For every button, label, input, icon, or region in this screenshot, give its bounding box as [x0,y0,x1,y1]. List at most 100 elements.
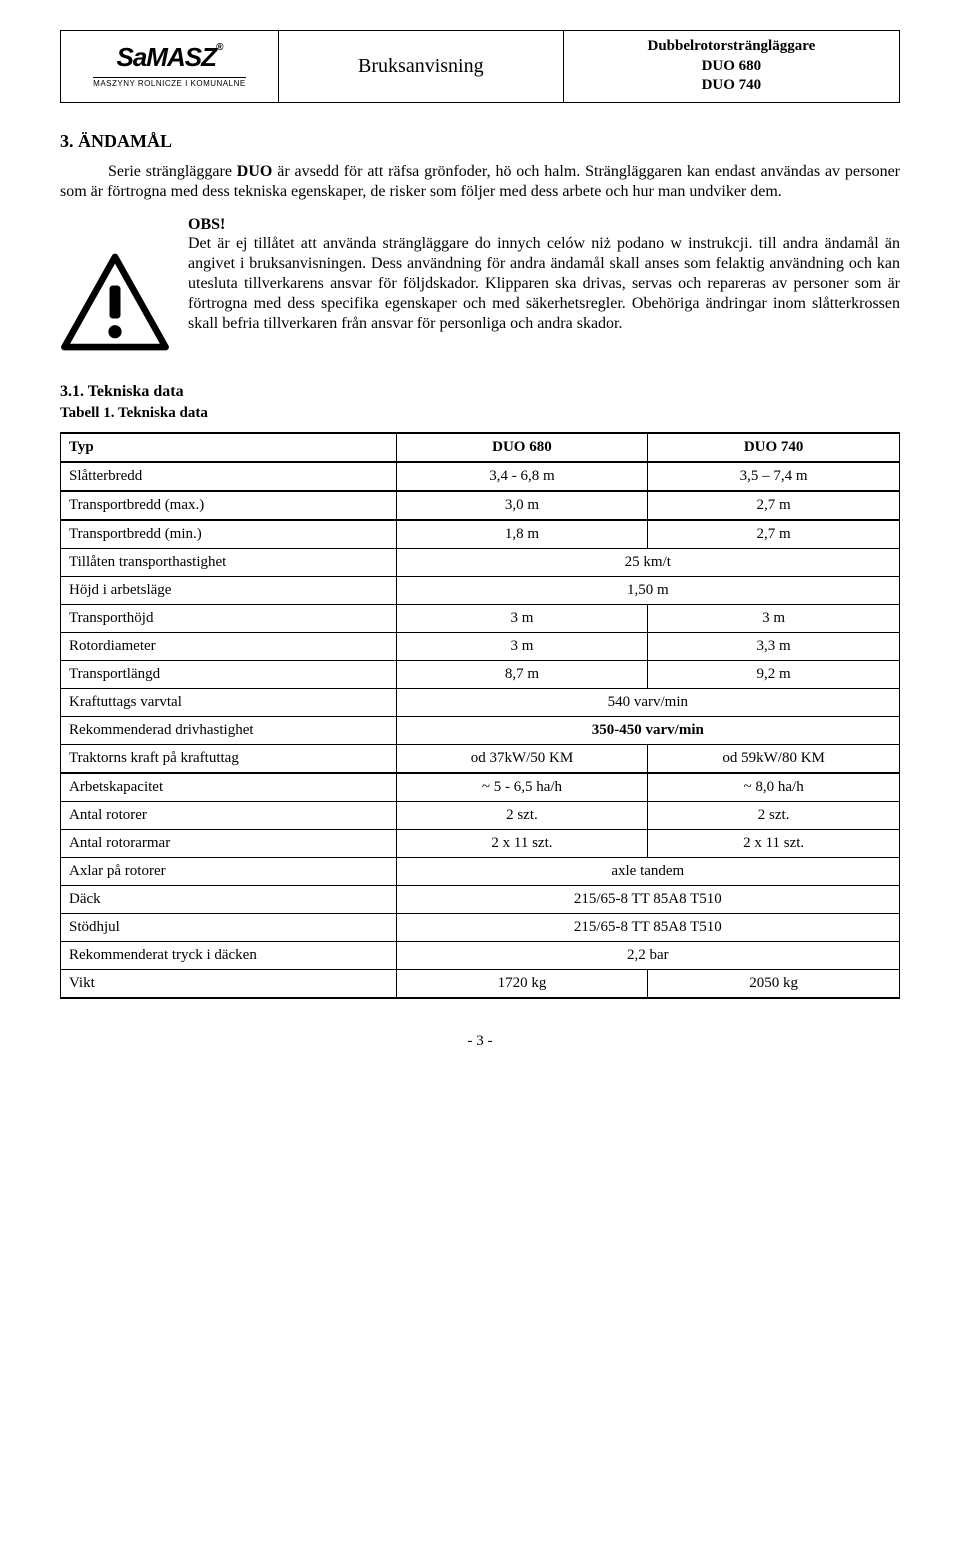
cell-value: 1,8 m [396,520,648,549]
table-row: Vikt1720 kg2050 kg [61,969,900,998]
th-duo680: DUO 680 [396,433,648,462]
cell-value: 8,7 m [396,660,648,688]
cell-value: 2 szt. [648,801,900,829]
cell-label: Kraftuttags varvtal [61,688,397,716]
cell-value: 215/65-8 TT 85A8 T510 [396,885,899,913]
cell-value: 1720 kg [396,969,648,998]
header-right-line1: Dubbelrotorsträngläggare [647,37,815,57]
cell-value: 215/65-8 TT 85A8 T510 [396,913,899,941]
table-row: Antal rotorer2 szt.2 szt. [61,801,900,829]
cell-label: Höjd i arbetsläge [61,576,397,604]
obs-block: OBS! Det är ej tillåtet att använda strä… [60,216,900,357]
logo-subtext: MASZYNY ROLNICZE I KOMUNALNE [93,77,246,88]
cell-value: 3 m [396,632,648,660]
page-number: - 3 - [60,1033,900,1050]
cell-value: ~ 8,0 ha/h [648,773,900,802]
cell-label: Slåtterbredd [61,462,397,491]
table-row: Slåtterbredd3,4 - 6,8 m3,5 – 7,4 m [61,462,900,491]
header-mid-cell: Bruksanvisning [279,31,564,102]
cell-label: Tillåten transporthastighet [61,548,397,576]
cell-value: 540 varv/min [396,688,899,716]
logo-main-text: SaMASZ [117,42,216,72]
cell-value: 25 km/t [396,548,899,576]
page: SaMASZ® MASZYNY ROLNICZE I KOMUNALNE Bru… [0,0,960,1090]
tech-data-table: Typ DUO 680 DUO 740 Slåtterbredd3,4 - 6,… [60,432,900,999]
cell-value: 2,7 m [648,491,900,520]
cell-value: 3 m [648,604,900,632]
table-row: Transportlängd8,7 m9,2 m [61,660,900,688]
cell-label: Vikt [61,969,397,998]
table-row: Däck215/65-8 TT 85A8 T510 [61,885,900,913]
cell-label: Transportlängd [61,660,397,688]
table-caption-text: Tabell 1. Tekniska data [60,405,208,421]
cell-label: Traktorns kraft på kraftuttag [61,744,397,773]
cell-value: 350-450 varv/min [396,716,899,744]
cell-label: Transportbredd (min.) [61,520,397,549]
table-row: Transporthöjd3 m3 m [61,604,900,632]
cell-value: axle tandem [396,857,899,885]
cell-value: 3,5 – 7,4 m [648,462,900,491]
cell-label: Stödhjul [61,913,397,941]
header-mid-text: Bruksanvisning [358,55,484,78]
cell-value: 3 m [396,604,648,632]
doc-header: SaMASZ® MASZYNY ROLNICZE I KOMUNALNE Bru… [60,30,900,103]
cell-value: od 37kW/50 KM [396,744,648,773]
cell-label: Rekommenderat tryck i däcken [61,941,397,969]
cell-value: 3,4 - 6,8 m [396,462,648,491]
section-para1: Serie strängläggare DUO är avsedd för at… [60,162,900,202]
table-caption: Tabell 1. Tekniska data [60,405,900,422]
table-row: Traktorns kraft på kraftuttagod 37kW/50 … [61,744,900,773]
cell-label: Däck [61,885,397,913]
obs-body: Det är ej tillåtet att använda strängläg… [188,234,900,334]
table-row: Stödhjul215/65-8 TT 85A8 T510 [61,913,900,941]
th-typ: Typ [61,433,397,462]
table-header-row: Typ DUO 680 DUO 740 [61,433,900,462]
cell-value: 2 x 11 szt. [396,829,648,857]
subsection-title: 3.1. Tekniska data [60,383,900,401]
cell-label: Antal rotorarmar [61,829,397,857]
cell-label: Transportbredd (max.) [61,491,397,520]
cell-value: od 59kW/80 KM [648,744,900,773]
cell-value: ~ 5 - 6,5 ha/h [396,773,648,802]
cell-label: Rotordiameter [61,632,397,660]
cell-label: Arbetskapacitet [61,773,397,802]
cell-value: 2 szt. [396,801,648,829]
table-row: Kraftuttags varvtal540 varv/min [61,688,900,716]
cell-value: 2 x 11 szt. [648,829,900,857]
cell-label: Antal rotorer [61,801,397,829]
header-right-line2: DUO 680 [702,57,762,77]
para1-leadin: Serie strängläggare DUO är avsedd för at… [60,163,900,200]
cell-label: Rekommenderad drivhastighet [61,716,397,744]
table-row: Transportbredd (min.)1,8 m2,7 m [61,520,900,549]
table-row: Tillåten transporthastighet25 km/t [61,548,900,576]
cell-value: 2,2 bar [396,941,899,969]
section-title: 3. ÄNDAMÅL [60,131,900,152]
table-row: Axlar på rotoreraxle tandem [61,857,900,885]
table-body: Slåtterbredd3,4 - 6,8 m3,5 – 7,4 mTransp… [61,462,900,998]
cell-value: 3,0 m [396,491,648,520]
cell-value: 2,7 m [648,520,900,549]
table-row: Arbetskapacitet~ 5 - 6,5 ha/h~ 8,0 ha/h [61,773,900,802]
header-right-cell: Dubbelrotorsträngläggare DUO 680 DUO 740 [564,31,899,102]
cell-value: 2050 kg [648,969,900,998]
cell-value: 1,50 m [396,576,899,604]
logo: SaMASZ® MASZYNY ROLNICZE I KOMUNALNE [93,42,246,91]
table-row: Höjd i arbetsläge1,50 m [61,576,900,604]
obs-text: OBS! Det är ej tillåtet att använda strä… [188,216,900,344]
obs-heading: OBS! [188,216,900,234]
cell-label: Transporthöjd [61,604,397,632]
cell-value: 9,2 m [648,660,900,688]
table-row: Rekommenderad drivhastighet350-450 varv/… [61,716,900,744]
header-logo-cell: SaMASZ® MASZYNY ROLNICZE I KOMUNALNE [61,31,279,102]
th-duo740: DUO 740 [648,433,900,462]
header-right-line3: DUO 740 [702,76,762,96]
cell-label: Axlar på rotorer [61,857,397,885]
cell-value: 3,3 m [648,632,900,660]
warning-icon [60,252,170,357]
table-row: Antal rotorarmar2 x 11 szt.2 x 11 szt. [61,829,900,857]
table-row: Rekommenderat tryck i däcken2,2 bar [61,941,900,969]
table-row: Transportbredd (max.)3,0 m2,7 m [61,491,900,520]
table-row: Rotordiameter3 m3,3 m [61,632,900,660]
logo-text: SaMASZ® [117,42,223,72]
logo-reg: ® [216,42,222,53]
